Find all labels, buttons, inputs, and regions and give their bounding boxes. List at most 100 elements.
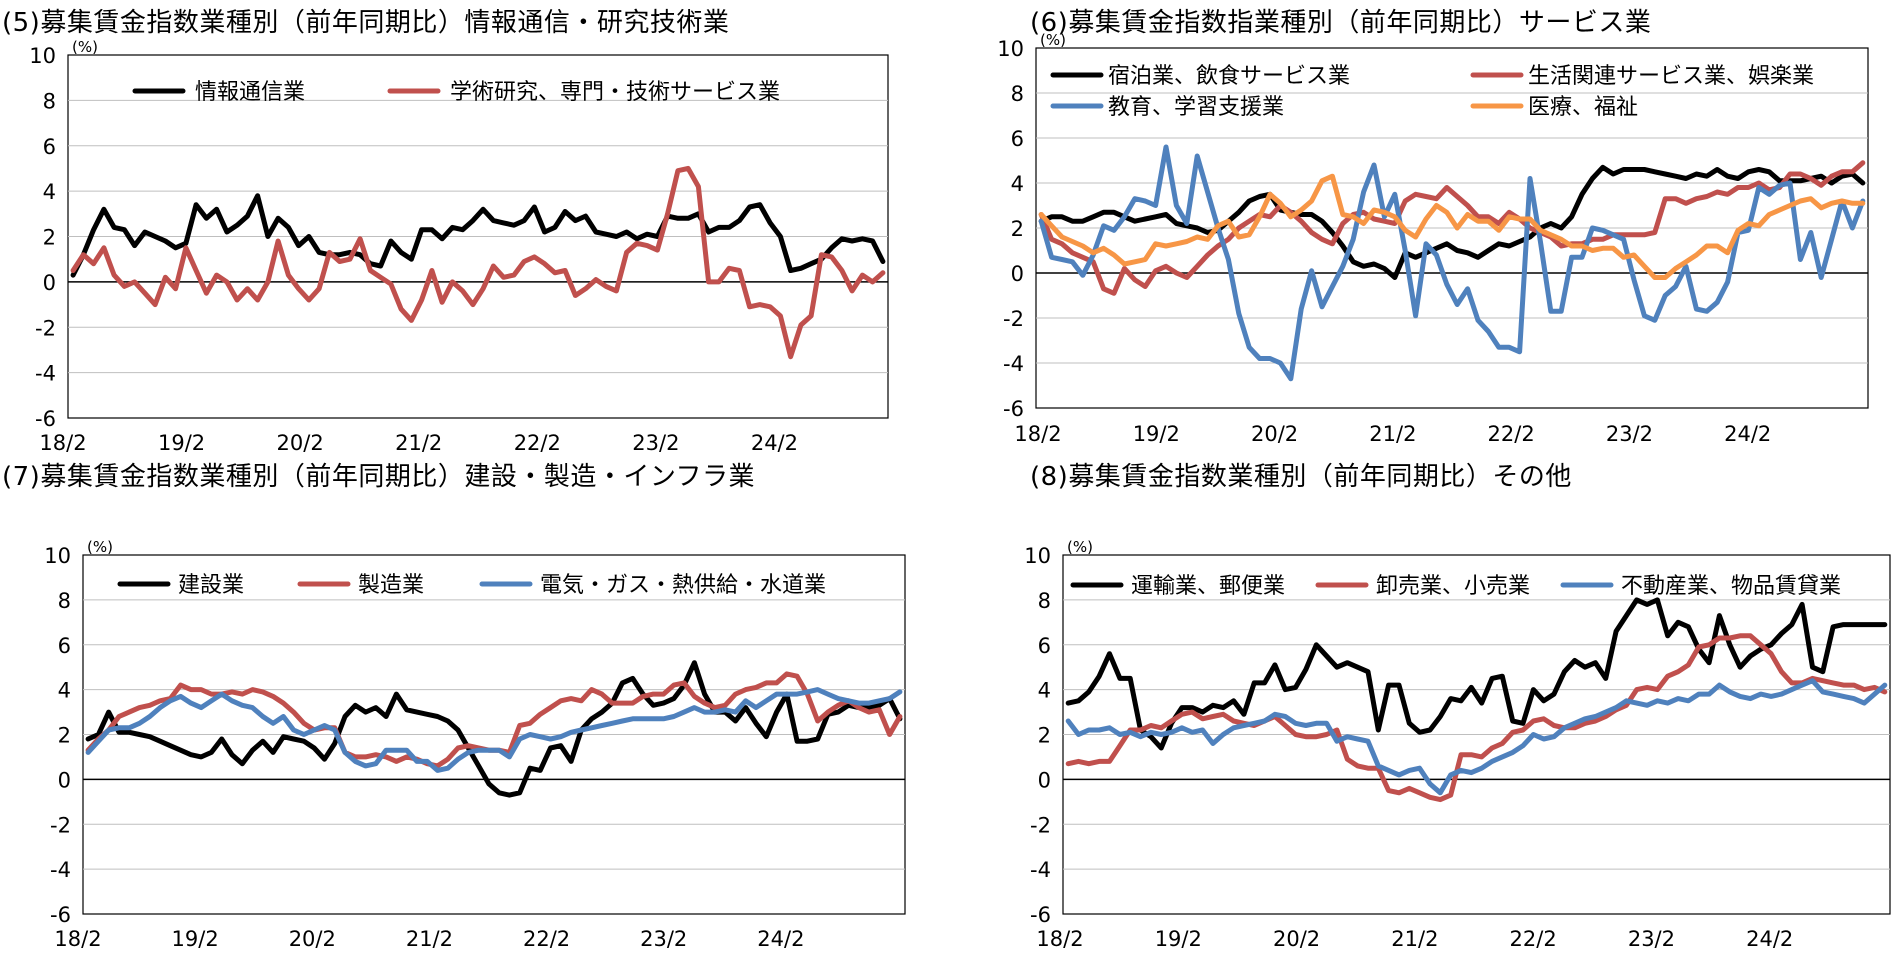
y-tick-label: 4: [1038, 679, 1051, 703]
y-tick-label: 2: [1038, 724, 1051, 748]
y-unit-label: (%): [72, 38, 98, 56]
chart-title-6: (6)募集賃金指数指業種別（前年同期比）サービス業: [1030, 8, 1652, 38]
y-tick-label: -4: [1030, 858, 1051, 882]
x-tick-label: 22/2: [523, 927, 570, 951]
y-tick-label: -6: [50, 903, 71, 927]
series-line-4: [1038, 173, 1866, 280]
series-line-1: [70, 193, 886, 278]
x-tick-label: 20/2: [1251, 422, 1298, 446]
x-tick-label: 21/2: [395, 431, 442, 455]
x-tick-label: 24/2: [757, 927, 804, 951]
x-tick-label: 19/2: [1133, 422, 1180, 446]
y-unit-label: (%): [1067, 538, 1093, 556]
x-tick-label: 20/2: [1273, 927, 1320, 951]
legend-label-3: 教育、学習支援業: [1108, 95, 1284, 120]
x-tick-label: 23/2: [632, 431, 679, 455]
y-tick-label: 4: [1011, 172, 1024, 196]
x-tick-label: 18/2: [1036, 927, 1083, 951]
series-line-2: [1065, 633, 1888, 803]
y-tick-label: 10: [997, 37, 1024, 61]
line-chart-6: 10 8 6 4 2 0 -2 -4 -6 (%) 18/2 19/2 20/2 21/2 22/2 23/2…: [997, 31, 1869, 446]
y-tick-label: 2: [43, 226, 56, 250]
chart-panel-8: (8)募集賃金指数業種別（前年同期比）その他 10 8 6 4 2 0 -2 -4 -6 (%) 1…: [948, 448, 1896, 972]
series-line-2: [1038, 160, 1866, 296]
y-tick-label: 8: [58, 589, 71, 613]
chart-title-8: (8)募集賃金指数業種別（前年同期比）その他: [1030, 462, 1572, 492]
series-line-3: [1038, 144, 1866, 382]
y-tick-label: 10: [29, 44, 56, 68]
x-tick-label: 19/2: [158, 431, 205, 455]
x-tick-label: 24/2: [751, 431, 798, 455]
x-tick-label: 19/2: [1155, 927, 1202, 951]
y-tick-label: 6: [58, 634, 71, 658]
legend-label-3: 電気・ガス・熱供給・水道業: [540, 573, 826, 598]
series-line-1: [1065, 597, 1888, 751]
y-tick-label: -2: [35, 316, 56, 340]
x-tick-label: 24/2: [1746, 927, 1793, 951]
line-chart-8: 10 8 6 4 2 0 -2 -4 -6 (%) 18/2 19/2 20/2 21/2 22/2 23/2…: [1024, 538, 1891, 951]
x-tick-label: 22/2: [1510, 927, 1557, 951]
y-tick-label: 8: [1038, 589, 1051, 613]
y-tick-label: -4: [35, 362, 56, 386]
line-chart-5: 10 8 6 4 2 0 -2 -4 -6 (%) 18/2 19/2 20/2 21/2 22/2 23/2…: [29, 38, 889, 455]
x-tick-label: 18/2: [1014, 422, 1061, 446]
chart-title-5: (5)募集賃金指数業種別（前年同期比）情報通信・研究技術業: [2, 8, 730, 38]
x-tick-label: 21/2: [1369, 422, 1416, 446]
series-line-1: [85, 660, 903, 798]
x-tick-label: 24/2: [1724, 422, 1771, 446]
y-tick-label: -4: [50, 858, 71, 882]
legend-label-1: 宿泊業、飲食サービス業: [1108, 64, 1350, 89]
line-chart-7: 10 8 6 4 2 0 -2 -4 -6 (%) 18/2 19/2 20/2 21/2 22/2 23/2…: [44, 538, 906, 951]
legend-label-1: 情報通信業: [195, 80, 305, 105]
series-line-3: [1065, 678, 1888, 796]
series-line-1: [1038, 164, 1866, 280]
legend-label-3: 不動産業、物品賃貸業: [1621, 574, 1841, 599]
y-tick-label: 2: [58, 724, 71, 748]
series-line-2: [70, 165, 886, 360]
y-tick-label: 0: [43, 271, 56, 295]
x-tick-label: 23/2: [1628, 927, 1675, 951]
y-tick-label: 2: [1011, 217, 1024, 241]
chart-panel-6: (6)募集賃金指数指業種別（前年同期比）サービス業 10 8 6 4 2 0 -2 -4 -6 (…: [948, 0, 1896, 480]
x-tick-label: 21/2: [1391, 927, 1438, 951]
legend-label-4: 医療、福祉: [1528, 95, 1638, 120]
y-tick-label: 0: [58, 768, 71, 792]
y-tick-label: 4: [58, 679, 71, 703]
x-tick-label: 18/2: [54, 927, 101, 951]
legend-label-2: 製造業: [358, 573, 424, 598]
chart-title-7: (7)募集賃金指数業種別（前年同期比）建設・製造・インフラ業: [2, 462, 756, 492]
y-tick-label: 6: [43, 135, 56, 159]
chart-panel-7: (7)募集賃金指数業種別（前年同期比）建設・製造・インフラ業 10 8 6 4 2 0 -2…: [0, 448, 948, 972]
y-tick-label: -6: [1030, 903, 1051, 927]
y-tick-label: -6: [35, 407, 56, 431]
y-tick-label: -6: [1003, 397, 1024, 421]
y-tick-label: 6: [1038, 634, 1051, 658]
x-tick-label: 22/2: [514, 431, 561, 455]
y-tick-label: -2: [1030, 813, 1051, 837]
y-tick-label: 10: [1024, 544, 1051, 568]
x-tick-label: 22/2: [1488, 422, 1535, 446]
x-tick-label: 18/2: [39, 431, 86, 455]
y-tick-label: -2: [50, 813, 71, 837]
series-line-3: [85, 687, 903, 773]
y-unit-label: (%): [1040, 31, 1066, 49]
x-tick-label: 20/2: [277, 431, 324, 455]
x-tick-label: 23/2: [1606, 422, 1653, 446]
y-tick-label: 0: [1011, 262, 1024, 286]
legend-label-2: 卸売業、小売業: [1376, 574, 1530, 599]
y-tick-label: 0: [1038, 768, 1051, 792]
y-tick-label: 4: [43, 180, 56, 204]
y-tick-label: 10: [44, 544, 71, 568]
y-tick-label: -2: [1003, 307, 1024, 331]
chart-panel-5: (5)募集賃金指数業種別（前年同期比）情報通信・研究技術業 10 8 6 4 2 0 -2 -…: [0, 0, 948, 480]
x-tick-label: 23/2: [640, 927, 687, 951]
y-unit-label: (%): [87, 538, 113, 556]
y-tick-label: 6: [1011, 127, 1024, 151]
legend-label-2: 学術研究、専門・技術サービス業: [450, 80, 780, 105]
legend-label-1: 建設業: [178, 573, 244, 598]
x-tick-label: 20/2: [289, 927, 336, 951]
legend-label-2: 生活関連サービス業、娯楽業: [1528, 64, 1814, 89]
x-tick-label: 19/2: [172, 927, 219, 951]
y-tick-label: -4: [1003, 352, 1024, 376]
x-tick-label: 21/2: [406, 927, 453, 951]
